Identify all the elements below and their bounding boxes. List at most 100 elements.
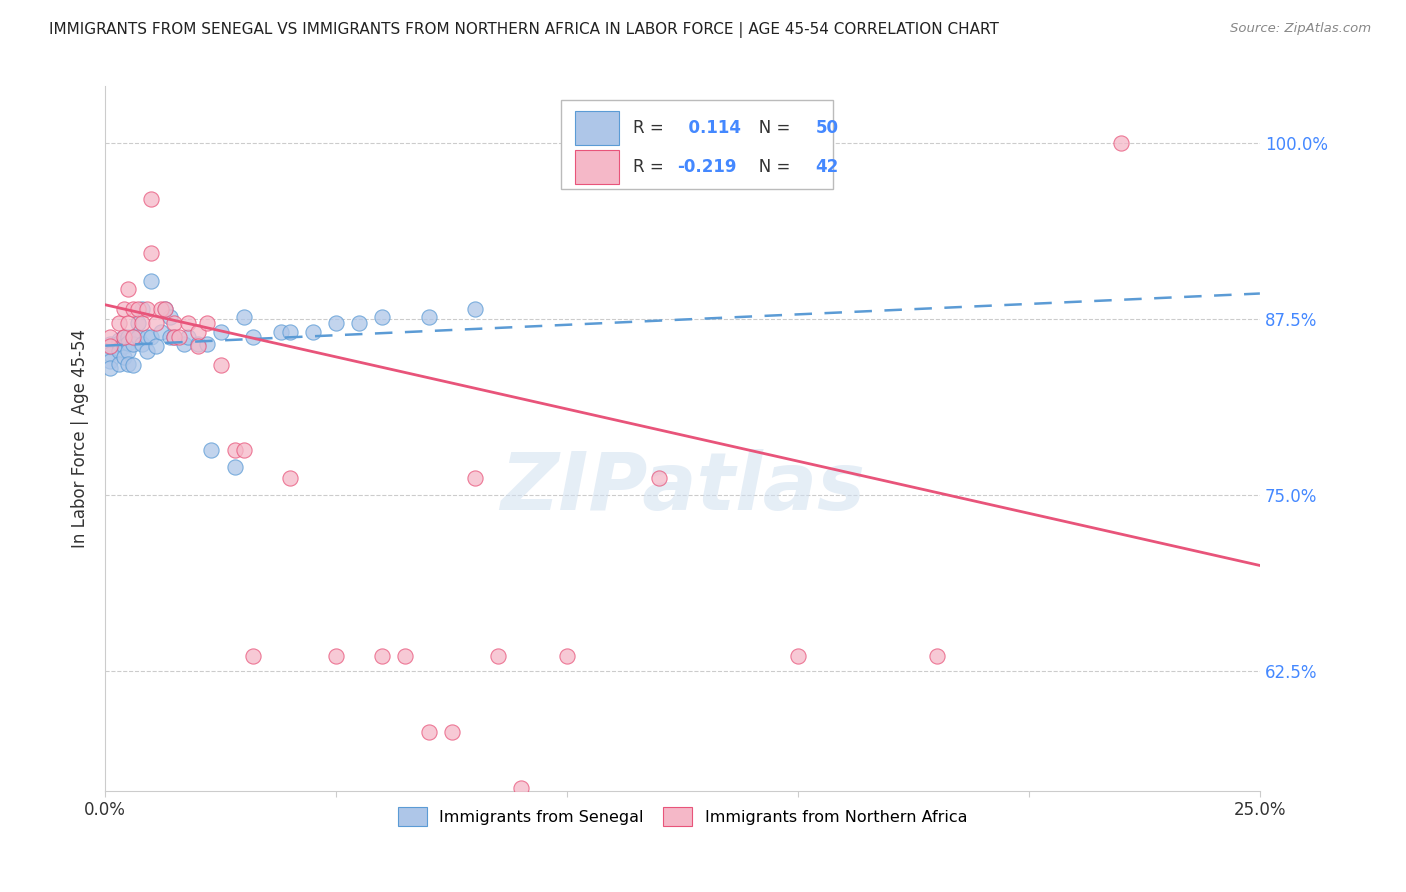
Point xyxy=(177,316,200,330)
Point xyxy=(224,459,246,474)
Point xyxy=(155,301,177,316)
Point xyxy=(117,335,139,350)
Bar xyxy=(575,150,619,184)
Point xyxy=(127,301,149,316)
Text: 50: 50 xyxy=(815,120,838,137)
Point xyxy=(122,301,145,316)
Point xyxy=(163,330,186,344)
Point xyxy=(98,361,121,376)
Text: 42: 42 xyxy=(815,158,838,176)
Point xyxy=(141,330,163,344)
Point xyxy=(141,192,163,206)
Point xyxy=(131,316,153,330)
Point xyxy=(122,337,145,351)
Point xyxy=(555,648,578,663)
Point xyxy=(98,354,121,368)
Point xyxy=(787,648,810,663)
Point xyxy=(187,338,209,352)
Point xyxy=(371,648,394,663)
Point xyxy=(418,310,440,325)
Point xyxy=(131,301,153,316)
Point xyxy=(112,338,135,352)
Point xyxy=(270,325,292,339)
Text: -0.219: -0.219 xyxy=(676,158,737,176)
Point xyxy=(278,471,301,485)
Point xyxy=(173,337,195,351)
Point xyxy=(112,301,135,316)
Text: R =: R = xyxy=(633,158,669,176)
Point xyxy=(127,330,149,344)
Bar xyxy=(575,112,619,145)
Point xyxy=(112,330,135,344)
Point xyxy=(325,648,347,663)
Point xyxy=(98,337,121,351)
Point xyxy=(187,325,209,339)
Point xyxy=(122,330,145,344)
Point xyxy=(648,471,671,485)
Point xyxy=(122,330,145,344)
Point xyxy=(163,316,186,330)
Text: N =: N = xyxy=(742,158,796,176)
Point xyxy=(278,325,301,339)
Point xyxy=(242,330,264,344)
Point xyxy=(155,301,177,316)
Point xyxy=(149,301,172,316)
Point xyxy=(440,724,463,739)
Text: 0.114: 0.114 xyxy=(676,120,741,137)
Point xyxy=(371,310,394,325)
Point xyxy=(98,347,121,361)
Point xyxy=(117,330,139,344)
Point xyxy=(98,338,121,352)
Point xyxy=(141,245,163,260)
Point xyxy=(242,648,264,663)
Point xyxy=(1111,136,1133,150)
Point xyxy=(486,648,509,663)
Legend: Immigrants from Senegal, Immigrants from Northern Africa: Immigrants from Senegal, Immigrants from… xyxy=(389,799,976,834)
Point xyxy=(117,282,139,296)
Point xyxy=(108,333,131,347)
Point xyxy=(509,781,531,796)
Point xyxy=(224,442,246,457)
Point xyxy=(159,330,181,344)
Point xyxy=(149,325,172,339)
Point xyxy=(131,337,153,351)
Point xyxy=(112,330,135,344)
Point xyxy=(108,357,131,371)
Point xyxy=(135,301,157,316)
Point xyxy=(108,344,131,359)
Point xyxy=(232,310,254,325)
Point xyxy=(135,344,157,359)
Point xyxy=(195,316,218,330)
Point xyxy=(464,301,486,316)
Point xyxy=(167,330,190,344)
Point xyxy=(117,357,139,371)
Point xyxy=(145,338,167,352)
Point xyxy=(349,316,371,330)
Text: N =: N = xyxy=(742,120,796,137)
Point xyxy=(141,274,163,288)
Text: R =: R = xyxy=(633,120,669,137)
Point xyxy=(302,325,325,339)
Point xyxy=(98,330,121,344)
Point xyxy=(127,316,149,330)
Point xyxy=(135,330,157,344)
Bar xyxy=(561,101,832,188)
Text: IMMIGRANTS FROM SENEGAL VS IMMIGRANTS FROM NORTHERN AFRICA IN LABOR FORCE | AGE : IMMIGRANTS FROM SENEGAL VS IMMIGRANTS FR… xyxy=(49,22,1000,38)
Point xyxy=(394,648,416,663)
Point xyxy=(232,442,254,457)
Text: Source: ZipAtlas.com: Source: ZipAtlas.com xyxy=(1230,22,1371,36)
Point xyxy=(159,310,181,325)
Point xyxy=(108,335,131,350)
Point xyxy=(112,350,135,364)
Point xyxy=(195,337,218,351)
Point xyxy=(145,316,167,330)
Point xyxy=(925,648,948,663)
Point xyxy=(122,359,145,373)
Point xyxy=(209,359,232,373)
Point xyxy=(464,471,486,485)
Point xyxy=(117,344,139,359)
Y-axis label: In Labor Force | Age 45-54: In Labor Force | Age 45-54 xyxy=(72,329,89,549)
Point xyxy=(200,442,222,457)
Point xyxy=(163,330,186,344)
Point xyxy=(177,330,200,344)
